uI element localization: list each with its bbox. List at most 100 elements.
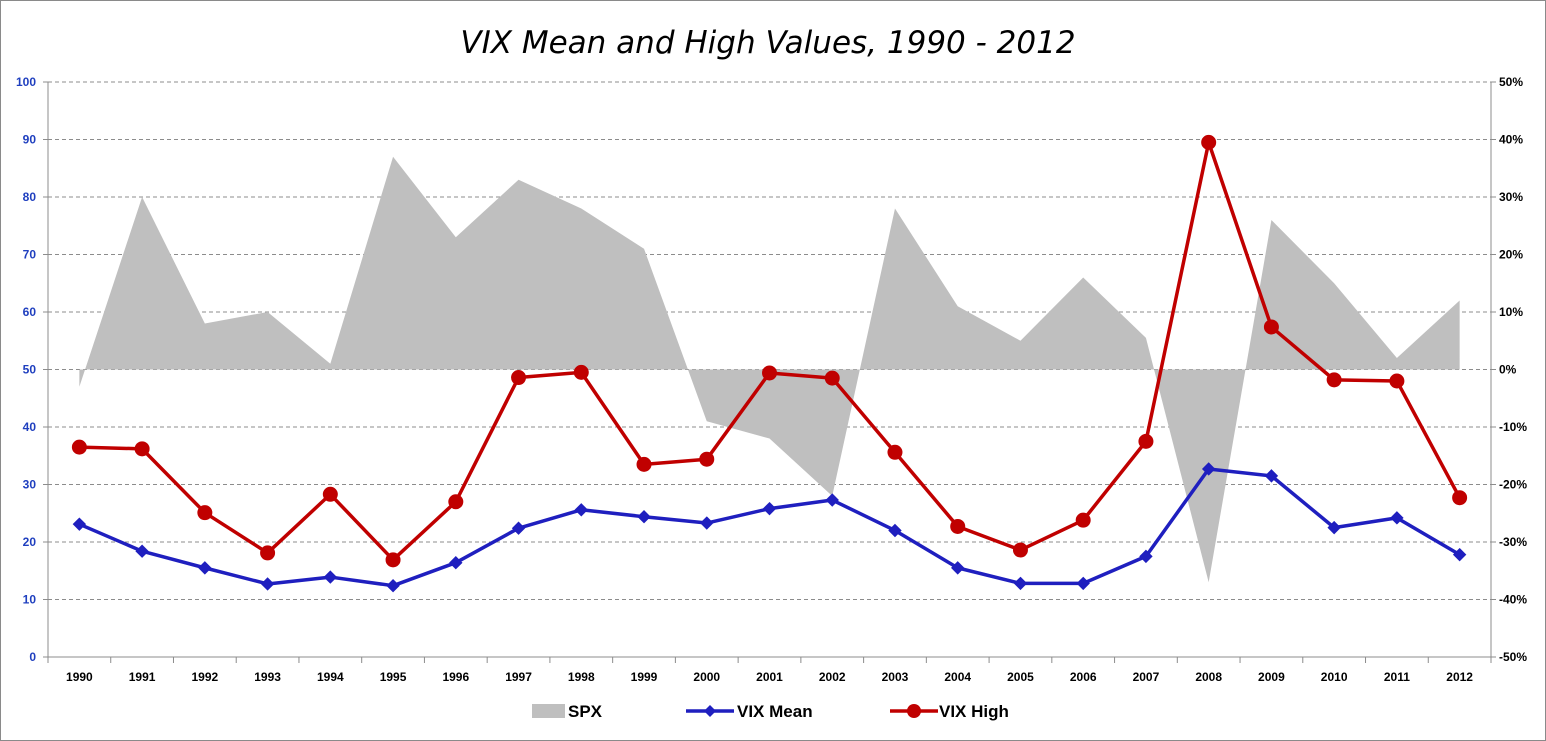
data-point (1201, 134, 1217, 150)
x-tick-label: 2008 (1195, 670, 1222, 684)
data-point (1139, 549, 1153, 564)
data-point (700, 516, 714, 530)
data-point (1263, 319, 1279, 335)
data-point (198, 561, 212, 575)
axes (43, 81, 1496, 663)
data-point (824, 370, 840, 386)
legend-marker-vix-mean (704, 705, 716, 717)
x-tick-label: 2012 (1446, 670, 1473, 684)
legend-marker-vix-high (907, 704, 921, 718)
y-right-tick-label: -20% (1499, 478, 1527, 492)
y-left-tick-label: 90 (23, 133, 37, 147)
y-left-tick-label: 10 (23, 593, 37, 607)
data-point (260, 577, 275, 591)
data-point (1326, 372, 1342, 388)
data-point (385, 552, 401, 568)
x-tick-label: 2006 (1070, 670, 1097, 684)
y-left-tick-label: 60 (23, 305, 37, 319)
data-point (1452, 547, 1467, 562)
data-point (1452, 490, 1468, 506)
data-point (1390, 511, 1404, 525)
data-point (699, 451, 715, 467)
data-point (386, 578, 400, 593)
legend-label-vix-mean: VIX Mean (737, 702, 813, 721)
x-tick-label: 1992 (191, 670, 218, 684)
x-tick-label: 2000 (693, 670, 720, 684)
y-right-tick-label: 40% (1499, 133, 1523, 147)
x-tick-label: 2009 (1258, 670, 1285, 684)
data-point (888, 523, 902, 538)
data-point (260, 545, 276, 561)
y-right-tick-label: -50% (1499, 650, 1527, 664)
x-tick-label: 1994 (317, 670, 344, 684)
y-right-tick-label: 0% (1499, 363, 1517, 377)
data-point (72, 517, 87, 531)
gridlines (48, 81, 1491, 600)
data-point (1138, 433, 1154, 449)
data-point (1012, 542, 1028, 558)
x-tick-label: 1991 (129, 670, 156, 684)
x-tick-label: 1990 (66, 670, 93, 684)
data-point (1013, 576, 1028, 591)
data-point (322, 486, 338, 502)
y-right-tick-label: -40% (1499, 593, 1527, 607)
x-tick-label: 2001 (756, 670, 783, 684)
y-right-tick-label: 10% (1499, 305, 1523, 319)
data-point (1327, 520, 1341, 535)
y-left-tick-label: 70 (23, 248, 37, 262)
data-point (323, 570, 338, 584)
y-right-tick-label: 30% (1499, 190, 1523, 204)
x-tick-label: 1997 (505, 670, 532, 684)
y-right-tick-label: 20% (1499, 248, 1523, 262)
data-point (573, 364, 589, 380)
data-point (1201, 462, 1216, 476)
data-point (71, 439, 87, 455)
data-point (448, 494, 464, 510)
legend: SPX VIX Mean VIX High (532, 702, 1009, 721)
data-point (1076, 576, 1090, 591)
data-point (135, 544, 149, 558)
x-tick-label: 1999 (631, 670, 658, 684)
x-tick-label: 1993 (254, 670, 281, 684)
x-tick-label: 2004 (944, 670, 971, 684)
x-tick-label: 1998 (568, 670, 595, 684)
legend-swatch-spx (532, 704, 565, 718)
data-point (887, 444, 903, 460)
data-point (762, 365, 777, 381)
y-left-tick-label: 40 (23, 420, 37, 434)
y-left-tick-label: 50 (23, 363, 37, 377)
data-point (1264, 469, 1279, 483)
data-point (637, 509, 651, 524)
y-right-tick-label: 50% (1499, 75, 1523, 89)
x-tick-label: 2005 (1007, 670, 1034, 684)
line-series (71, 134, 1468, 593)
y-left-tick-label: 20 (23, 535, 37, 549)
data-point (1075, 512, 1091, 528)
x-tick-label: 2007 (1133, 670, 1160, 684)
chart-title: VIX Mean and High Values, 1990 - 2012 (460, 25, 1075, 61)
x-tick-label: 2002 (819, 670, 846, 684)
legend-label-spx: SPX (568, 702, 603, 721)
x-tick-label: 2010 (1321, 670, 1348, 684)
x-tick-label: 2003 (882, 670, 909, 684)
data-point (636, 456, 652, 472)
data-point (134, 441, 150, 457)
x-tick-label: 1995 (380, 670, 407, 684)
data-point (762, 501, 777, 516)
data-point (197, 505, 213, 521)
y-right-tick-label: -30% (1499, 535, 1527, 549)
x-tick-label: 1996 (442, 670, 469, 684)
data-point (449, 555, 463, 570)
y-left-tick-label: 30 (23, 478, 37, 492)
data-point (951, 561, 965, 575)
y-left-tick-label: 80 (23, 190, 37, 204)
y-left-tick-label: 0 (29, 650, 36, 664)
data-point (511, 370, 527, 386)
x-tick-label: 2011 (1384, 670, 1410, 684)
data-point (825, 493, 839, 507)
data-point (574, 503, 588, 517)
data-point (1389, 373, 1405, 389)
tick-labels: 0 10 20 30 40 50 60 70 80 90 100 -50% -40% -30% -20% -1… (16, 75, 1527, 684)
